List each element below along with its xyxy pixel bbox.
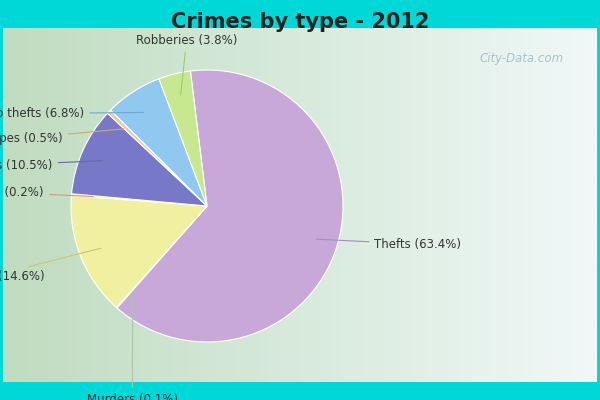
Text: Crimes by type - 2012: Crimes by type - 2012 bbox=[171, 12, 429, 32]
Wedge shape bbox=[117, 70, 343, 342]
Text: Murders (0.1%): Murders (0.1%) bbox=[87, 292, 178, 400]
Wedge shape bbox=[71, 196, 207, 307]
Wedge shape bbox=[116, 206, 207, 308]
Wedge shape bbox=[110, 79, 207, 206]
Text: Robberies (3.8%): Robberies (3.8%) bbox=[136, 34, 237, 95]
Text: City-Data.com: City-Data.com bbox=[480, 52, 564, 65]
Wedge shape bbox=[71, 194, 207, 206]
Wedge shape bbox=[71, 113, 207, 206]
Text: Auto thefts (6.8%): Auto thefts (6.8%) bbox=[0, 107, 143, 120]
Text: Assaults (10.5%): Assaults (10.5%) bbox=[0, 159, 103, 172]
Text: Arson (0.2%): Arson (0.2%) bbox=[0, 186, 93, 199]
Wedge shape bbox=[107, 110, 207, 206]
Text: Burglaries (14.6%): Burglaries (14.6%) bbox=[0, 248, 101, 283]
Text: Rapes (0.5%): Rapes (0.5%) bbox=[0, 129, 124, 144]
Text: Thefts (63.4%): Thefts (63.4%) bbox=[316, 238, 461, 250]
Wedge shape bbox=[159, 71, 207, 206]
